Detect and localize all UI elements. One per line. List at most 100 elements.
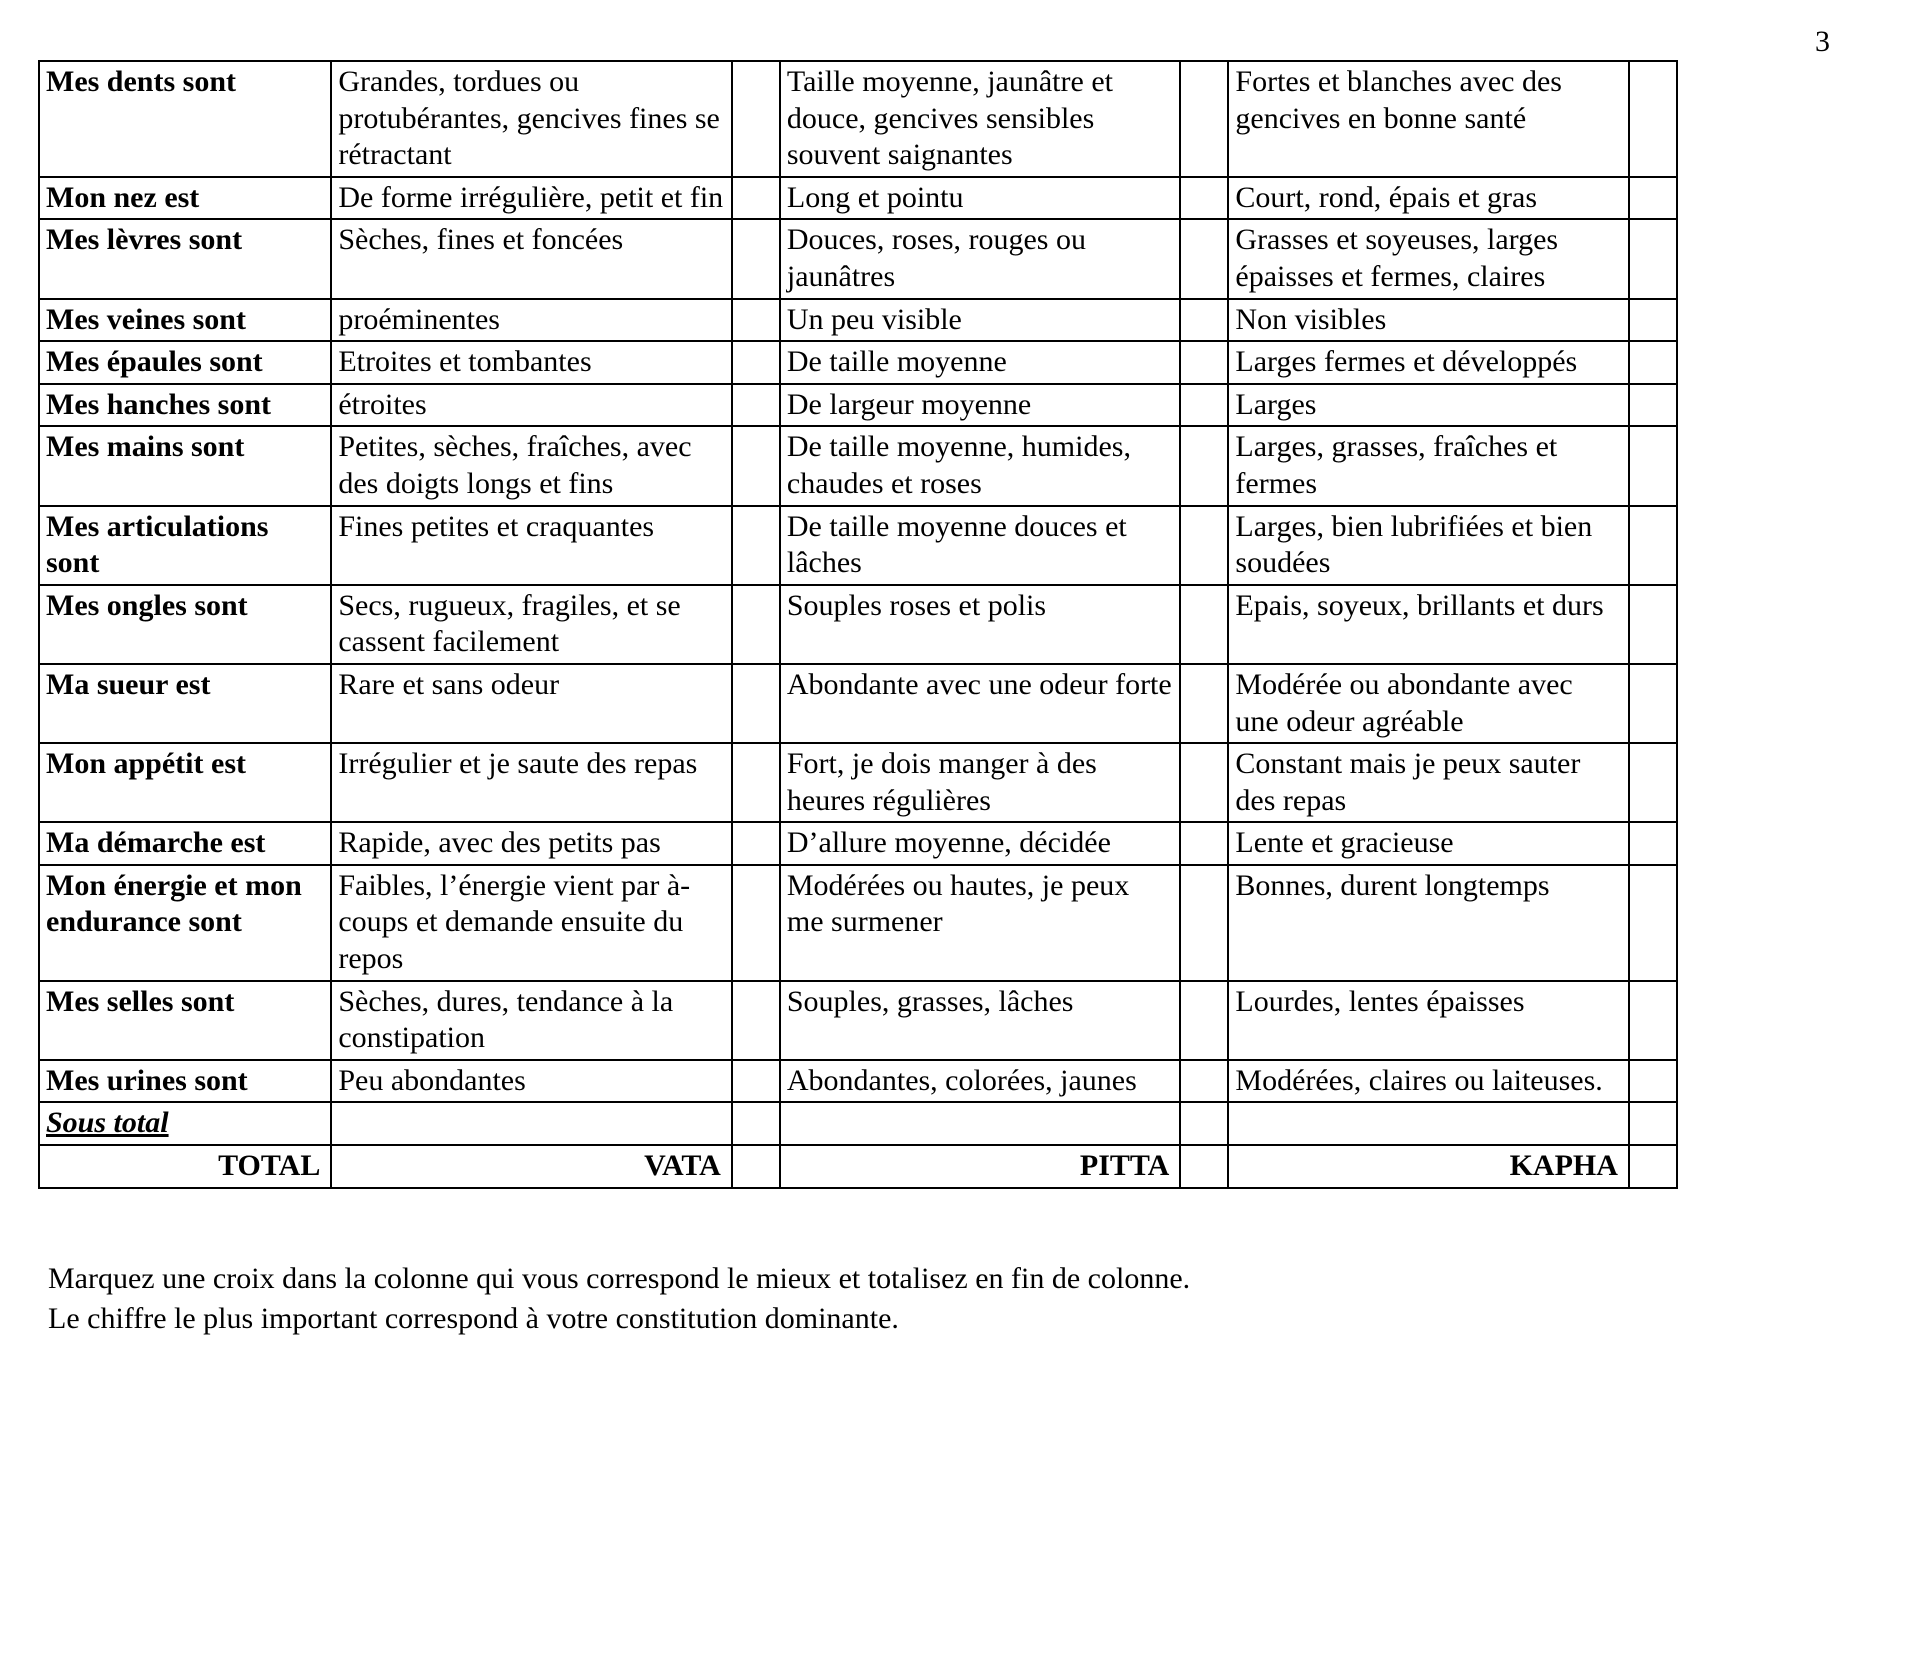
vata-check-cell[interactable] — [732, 177, 780, 220]
kapha-check-cell[interactable] — [1629, 865, 1677, 981]
pitta-check-cell[interactable] — [1180, 822, 1228, 865]
table-row: Mes dents sontGrandes, tordues ou protub… — [39, 61, 1677, 177]
pitta-subtotal[interactable] — [780, 1102, 1180, 1145]
instructions-line-2: Le chiffre le plus important correspond … — [48, 1299, 1648, 1340]
vata-subtotal[interactable] — [331, 1102, 731, 1145]
table-row: Mes ongles sontSecs, rugueux, fragiles, … — [39, 585, 1677, 664]
subtotal-label: Sous total — [39, 1102, 331, 1145]
kapha-text-cell: Larges — [1228, 384, 1628, 427]
page-number: 3 — [1815, 24, 1830, 61]
pitta-check-cell[interactable] — [1180, 506, 1228, 585]
vata-check-cell[interactable] — [732, 865, 780, 981]
kapha-check-cell[interactable] — [1629, 426, 1677, 505]
pitta-check-cell[interactable] — [1180, 384, 1228, 427]
kapha-text-cell: Fortes et blanches avec des gencives en … — [1228, 61, 1628, 177]
vata-total-check[interactable] — [732, 1145, 780, 1188]
kapha-check-cell[interactable] — [1629, 506, 1677, 585]
question-cell: Mes ongles sont — [39, 585, 331, 664]
document-body: Mes dents sontGrandes, tordues ou protub… — [0, 0, 1920, 1340]
vata-header: VATA — [331, 1145, 731, 1188]
subtotal-row: Sous total — [39, 1102, 1677, 1145]
pitta-text-cell: De taille moyenne douces et lâches — [780, 506, 1180, 585]
total-label: TOTAL — [39, 1145, 331, 1188]
kapha-total-check[interactable] — [1629, 1145, 1677, 1188]
kapha-text-cell: Larges fermes et développés — [1228, 341, 1628, 384]
dosha-questionnaire-table: Mes dents sontGrandes, tordues ou protub… — [38, 60, 1678, 1189]
pitta-check-cell[interactable] — [1180, 585, 1228, 664]
kapha-text-cell: Lourdes, lentes épaisses — [1228, 981, 1628, 1060]
pitta-text-cell: De largeur moyenne — [780, 384, 1180, 427]
question-cell: Ma sueur est — [39, 664, 331, 743]
pitta-check-cell[interactable] — [1180, 743, 1228, 822]
vata-check-cell[interactable] — [732, 384, 780, 427]
question-cell: Mes articulations sont — [39, 506, 331, 585]
table-row: Mes articulations sontFines petites et c… — [39, 506, 1677, 585]
vata-check-cell[interactable] — [732, 219, 780, 298]
kapha-check-cell[interactable] — [1629, 61, 1677, 177]
kapha-check-cell[interactable] — [1629, 177, 1677, 220]
question-cell: Mes épaules sont — [39, 341, 331, 384]
pitta-check-cell[interactable] — [1180, 426, 1228, 505]
question-cell: Mon nez est — [39, 177, 331, 220]
pitta-check-cell[interactable] — [1180, 219, 1228, 298]
vata-check-cell[interactable] — [732, 426, 780, 505]
question-cell: Mon énergie et mon endurance sont — [39, 865, 331, 981]
kapha-text-cell: Court, rond, épais et gras — [1228, 177, 1628, 220]
pitta-subtotal-check[interactable] — [1180, 1102, 1228, 1145]
pitta-text-cell: Long et pointu — [780, 177, 1180, 220]
vata-check-cell[interactable] — [732, 61, 780, 177]
question-cell: Mes selles sont — [39, 981, 331, 1060]
kapha-check-cell[interactable] — [1629, 1060, 1677, 1103]
kapha-text-cell: Constant mais je peux sauter des repas — [1228, 743, 1628, 822]
vata-check-cell[interactable] — [732, 981, 780, 1060]
kapha-text-cell: Modérée ou abondante avec une odeur agré… — [1228, 664, 1628, 743]
kapha-text-cell: Non visibles — [1228, 299, 1628, 342]
pitta-check-cell[interactable] — [1180, 299, 1228, 342]
vata-check-cell[interactable] — [732, 1060, 780, 1103]
pitta-check-cell[interactable] — [1180, 865, 1228, 981]
kapha-check-cell[interactable] — [1629, 743, 1677, 822]
pitta-text-cell: Un peu visible — [780, 299, 1180, 342]
table-row: Mon énergie et mon endurance sontFaibles… — [39, 865, 1677, 981]
vata-subtotal-check[interactable] — [732, 1102, 780, 1145]
vata-text-cell: Fines petites et craquantes — [331, 506, 731, 585]
vata-check-cell[interactable] — [732, 341, 780, 384]
vata-text-cell: Grandes, tordues ou protubérantes, genci… — [331, 61, 731, 177]
vata-check-cell[interactable] — [732, 664, 780, 743]
vata-text-cell: Rapide, avec des petits pas — [331, 822, 731, 865]
kapha-subtotal[interactable] — [1228, 1102, 1628, 1145]
vata-check-cell[interactable] — [732, 822, 780, 865]
pitta-check-cell[interactable] — [1180, 177, 1228, 220]
pitta-check-cell[interactable] — [1180, 1060, 1228, 1103]
vata-text-cell: Irrégulier et je saute des repas — [331, 743, 731, 822]
vata-check-cell[interactable] — [732, 585, 780, 664]
pitta-total-check[interactable] — [1180, 1145, 1228, 1188]
kapha-text-cell: Grasses et soyeuses, larges épaisses et … — [1228, 219, 1628, 298]
kapha-check-cell[interactable] — [1629, 384, 1677, 427]
kapha-check-cell[interactable] — [1629, 341, 1677, 384]
kapha-check-cell[interactable] — [1629, 981, 1677, 1060]
kapha-check-cell[interactable] — [1629, 664, 1677, 743]
pitta-text-cell: Abondantes, colorées, jaunes — [780, 1060, 1180, 1103]
vata-text-cell: étroites — [331, 384, 731, 427]
vata-check-cell[interactable] — [732, 299, 780, 342]
pitta-text-cell: Abondante avec une odeur forte — [780, 664, 1180, 743]
question-cell: Mon appétit est — [39, 743, 331, 822]
kapha-check-cell[interactable] — [1629, 585, 1677, 664]
pitta-check-cell[interactable] — [1180, 61, 1228, 177]
vata-check-cell[interactable] — [732, 506, 780, 585]
kapha-text-cell: Bonnes, durent longtemps — [1228, 865, 1628, 981]
kapha-check-cell[interactable] — [1629, 822, 1677, 865]
pitta-text-cell: Fort, je dois manger à des heures réguli… — [780, 743, 1180, 822]
total-row: TOTALVATAPITTAKAPHA — [39, 1145, 1677, 1188]
vata-check-cell[interactable] — [732, 743, 780, 822]
question-cell: Ma démarche est — [39, 822, 331, 865]
pitta-check-cell[interactable] — [1180, 341, 1228, 384]
table-row: Mes urines sontPeu abondantesAbondantes,… — [39, 1060, 1677, 1103]
pitta-check-cell[interactable] — [1180, 664, 1228, 743]
pitta-check-cell[interactable] — [1180, 981, 1228, 1060]
kapha-subtotal-check[interactable] — [1629, 1102, 1677, 1145]
kapha-check-cell[interactable] — [1629, 219, 1677, 298]
table-row: Mes veines sontproéminentesUn peu visibl… — [39, 299, 1677, 342]
kapha-check-cell[interactable] — [1629, 299, 1677, 342]
